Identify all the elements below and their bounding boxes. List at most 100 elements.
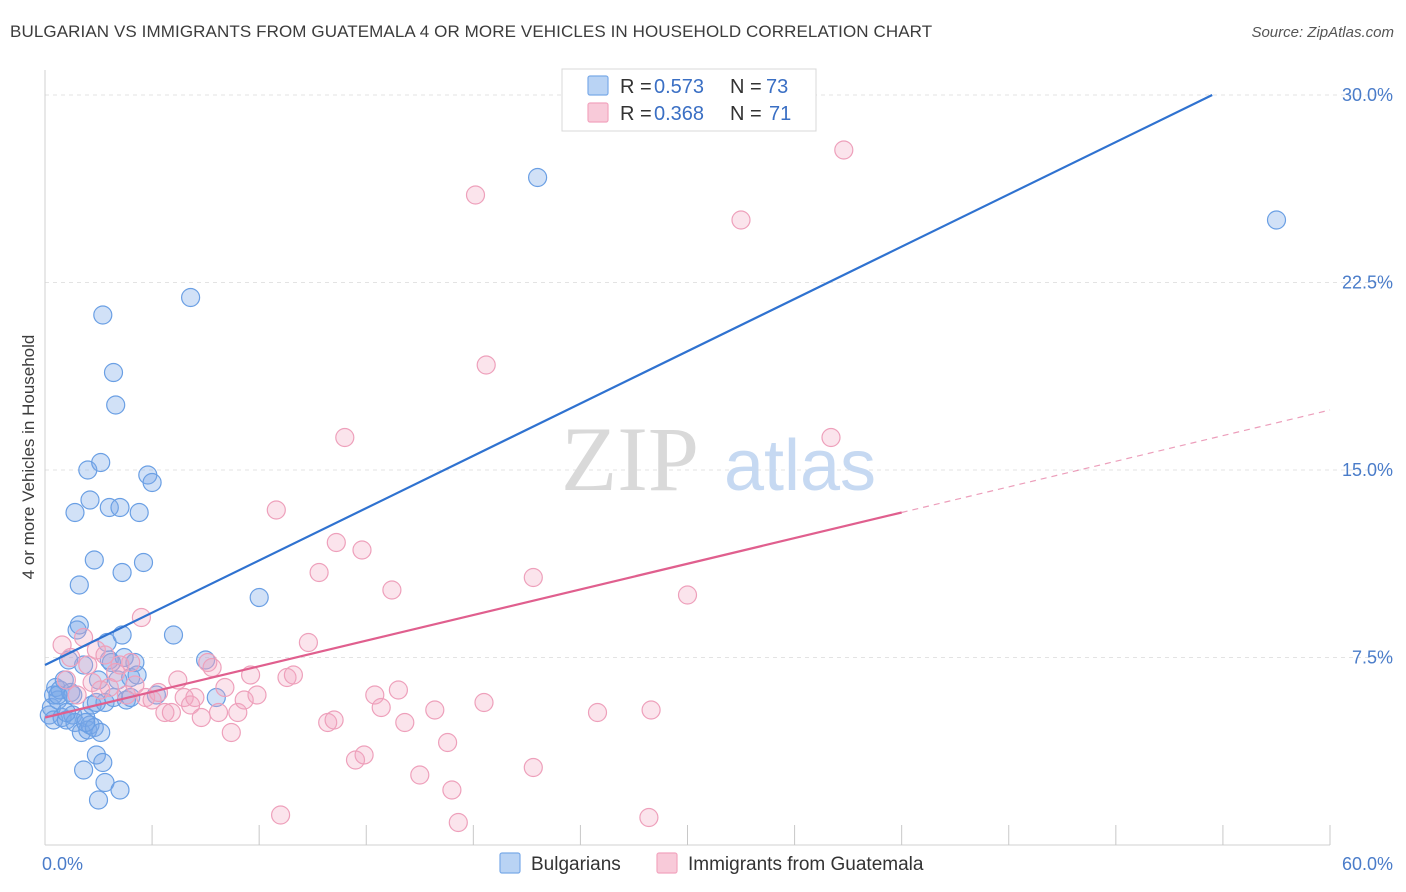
data-points [39, 140, 1287, 833]
data-point [93, 305, 113, 325]
y-tick-label: 22.5% [1342, 273, 1393, 293]
data-point [202, 657, 222, 678]
legend-label-guatemala: Immigrants from Guatemala [688, 854, 924, 875]
data-point [326, 532, 346, 553]
y-tick-label: 30.0% [1342, 85, 1393, 105]
data-point [69, 575, 89, 595]
stats-n-value: 73 [766, 76, 788, 98]
data-point [474, 692, 494, 713]
y-tick-label: 7.5% [1352, 648, 1393, 668]
data-point [677, 585, 698, 605]
stats-n-label: N = [730, 103, 762, 125]
data-point [95, 772, 115, 793]
data-point [208, 702, 229, 723]
data-point [161, 702, 181, 723]
stats-legend: R = 0.573 N = 73 R = 0.368 N = 71 [561, 68, 817, 132]
x-axis-ticks [151, 825, 1331, 845]
watermark-atlas: atlas [724, 426, 876, 506]
data-point [76, 712, 96, 733]
data-point [731, 210, 751, 230]
data-point [271, 805, 291, 825]
data-point [112, 562, 132, 583]
data-point [834, 140, 854, 160]
trend-line-extrapolated [901, 409, 1331, 514]
x-axis-tick-labels: 0.0% 60.0% [42, 854, 1393, 874]
data-point [93, 752, 113, 773]
data-point [438, 732, 458, 753]
data-point [129, 502, 149, 523]
data-point [174, 687, 194, 708]
data-point [110, 497, 130, 518]
series-guatemala [52, 140, 854, 833]
data-point [324, 710, 344, 730]
data-point [821, 427, 841, 448]
data-point [133, 552, 154, 573]
data-point [1266, 210, 1287, 230]
data-point [249, 587, 269, 608]
data-point [247, 685, 267, 705]
stats-r-value: 0.368 [654, 103, 704, 125]
data-point [465, 185, 486, 205]
data-point [395, 712, 415, 733]
data-point [641, 700, 661, 720]
data-point [523, 757, 543, 778]
stats-swatch-pink [587, 102, 609, 123]
stats-n-value: 71 [769, 103, 791, 125]
trend-lines [44, 94, 1331, 719]
data-point [298, 632, 318, 653]
stats-r-label: R = [620, 103, 652, 125]
data-point [388, 680, 408, 700]
source-credit: Source: ZipAtlas.com [1251, 24, 1394, 41]
data-point [48, 685, 68, 705]
data-point [335, 427, 355, 448]
legend-swatch-bulgarians [499, 852, 521, 874]
data-point [352, 540, 372, 560]
data-point [80, 490, 100, 510]
data-point [266, 500, 286, 520]
x-tick-label: 60.0% [1342, 854, 1393, 874]
data-point [106, 395, 126, 415]
data-point [142, 472, 162, 493]
data-point [215, 677, 235, 698]
stats-r-label: R = [620, 76, 652, 98]
data-point [382, 580, 402, 600]
data-point [73, 760, 94, 780]
data-point [155, 702, 175, 723]
chart-title: BULGARIAN VS IMMIGRANTS FROM GUATEMALA 4… [10, 22, 933, 41]
data-point [234, 690, 254, 710]
data-point [86, 745, 107, 765]
watermark: ZIP atlas [561, 408, 876, 510]
data-point [442, 780, 462, 800]
data-point [103, 362, 124, 383]
series-legend: Bulgarians Immigrants from Guatemala [499, 852, 924, 875]
data-point [56, 670, 77, 690]
data-point [110, 780, 130, 800]
gridlines [45, 94, 1390, 658]
data-point [125, 652, 145, 673]
data-point [191, 707, 211, 728]
data-point [99, 497, 119, 518]
data-point [354, 745, 374, 765]
data-point [309, 562, 329, 583]
data-point [67, 685, 87, 705]
data-point [448, 812, 468, 833]
data-point [84, 550, 104, 570]
trend-line [44, 94, 1213, 666]
stats-swatch-blue [587, 75, 609, 96]
data-point [112, 625, 132, 645]
data-point [527, 167, 548, 188]
data-point [91, 722, 111, 743]
data-point [221, 722, 241, 743]
data-point [283, 665, 303, 685]
data-point [95, 645, 115, 665]
stats-n-label: N = [730, 76, 762, 98]
data-point [228, 702, 248, 723]
data-point [65, 502, 85, 523]
y-tick-label: 15.0% [1342, 460, 1393, 480]
data-point [639, 807, 659, 828]
y-axis-tick-labels: 7.5% 15.0% 22.5% 30.0% [1342, 85, 1393, 668]
x-tick-label: 0.0% [42, 854, 83, 874]
data-point [523, 567, 543, 588]
watermark-zip: ZIP [561, 408, 699, 510]
